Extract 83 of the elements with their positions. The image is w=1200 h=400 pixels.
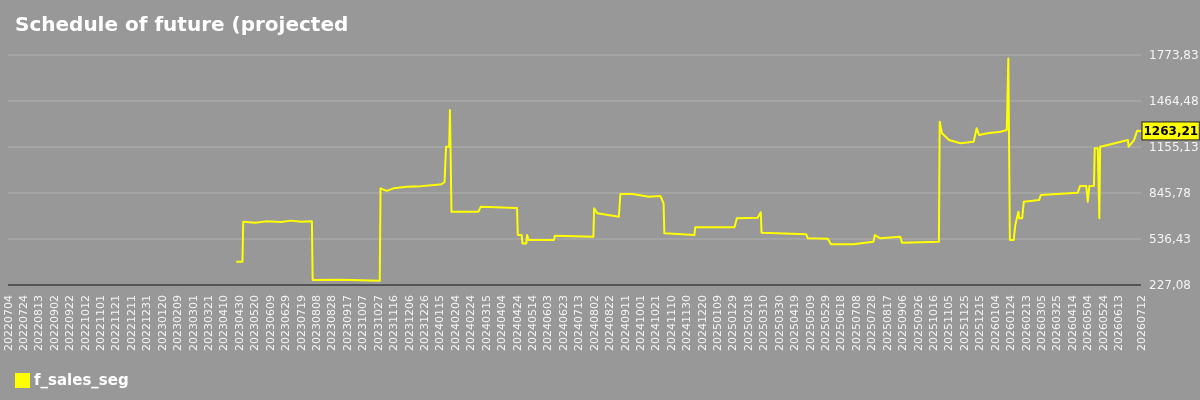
x-tick-label: 20240115 xyxy=(433,295,447,351)
x-tick-label: 20251016 xyxy=(927,295,941,351)
x-tick-label: 20250618 xyxy=(834,295,848,351)
x-tick-label: 20230719 xyxy=(294,295,308,351)
x-tick-label: 20241130 xyxy=(680,295,694,351)
x-tick-label: 20231226 xyxy=(417,295,431,351)
x-tick-label: 20230828 xyxy=(325,295,339,351)
x-tick-label: 20250129 xyxy=(726,295,740,351)
x-tick-label: 20250419 xyxy=(788,295,802,351)
x-tick-label: 20221211 xyxy=(124,295,138,351)
x-tick-label: 20240802 xyxy=(587,295,601,351)
x-tick-label: 20260124 xyxy=(1004,295,1018,351)
x-tick-label: 20221012 xyxy=(78,295,92,351)
x-tick-label: 20230410 xyxy=(217,295,231,351)
x-tick-label: 20250728 xyxy=(865,295,879,351)
x-tick-label: 20241220 xyxy=(695,295,709,351)
x-tick-label: 20250906 xyxy=(896,295,910,351)
x-tick-label: 20220813 xyxy=(32,295,46,351)
x-tick-label: 20251215 xyxy=(973,295,987,351)
x-tick-label: 20240224 xyxy=(464,295,478,351)
x-tick-label: 20230301 xyxy=(186,295,200,351)
x-tick-label: 20250310 xyxy=(757,295,771,351)
x-tick-label: 20250509 xyxy=(803,295,817,351)
x-tick-label: 20220902 xyxy=(47,295,61,351)
x-tick-label: 20260504 xyxy=(1081,295,1095,351)
y-tick-label: 1773,83 xyxy=(1149,48,1199,63)
x-tick-label: 20231116 xyxy=(387,295,401,351)
x-tick-label: 20220922 xyxy=(63,295,77,351)
x-tick-label: 20240424 xyxy=(510,295,524,351)
data-label: 1263,21 xyxy=(1143,123,1199,138)
x-tick-label: 20260104 xyxy=(988,295,1002,351)
x-tick-label: 20230520 xyxy=(248,295,262,351)
x-tick-label: 20240204 xyxy=(448,295,462,351)
x-tick-label: 20240822 xyxy=(603,295,617,351)
x-tick-label: 20260325 xyxy=(1050,295,1064,351)
legend-label: f_sales_seg xyxy=(34,371,129,389)
x-tick-label: 20231007 xyxy=(356,295,370,351)
x-tick-label: 20260712 xyxy=(1134,295,1148,351)
x-tick-label: 20260414 xyxy=(1065,295,1079,351)
x-tick-label: 20221231 xyxy=(140,295,154,351)
x-tick-label: 20250708 xyxy=(849,295,863,351)
x-tick-label: 20250926 xyxy=(911,295,925,351)
y-tick-label: 536,43 xyxy=(1149,232,1191,247)
y-tick-label: 845,78 xyxy=(1149,186,1191,201)
x-tick-label: 20221101 xyxy=(94,295,108,351)
x-tick-label: 20240514 xyxy=(525,295,539,351)
x-tick-label: 20250218 xyxy=(741,295,755,351)
x-tick-label: 20230629 xyxy=(279,295,293,351)
chart-title: Schedule of future (projected xyxy=(15,12,349,36)
x-tick-label: 20241001 xyxy=(633,295,647,351)
x-tick-label: 20250529 xyxy=(819,295,833,351)
x-tick-label: 20251105 xyxy=(942,295,956,351)
x-tick-label: 20231027 xyxy=(371,295,385,351)
y-tick-label: 227,08 xyxy=(1149,278,1191,293)
x-tick-label: 20251125 xyxy=(957,295,971,351)
x-tick-label: 20230321 xyxy=(202,295,216,351)
x-tick-label: 20231206 xyxy=(402,295,416,351)
x-tick-label: 20250330 xyxy=(772,295,786,351)
x-tick-label: 20220724 xyxy=(16,295,30,351)
x-tick-label: 20230209 xyxy=(171,295,185,351)
x-tick-label: 20240315 xyxy=(479,295,493,351)
x-tick-label: 20220704 xyxy=(1,295,15,351)
x-tick-label: 20240404 xyxy=(495,295,509,351)
y-tick-label: 1155,13 xyxy=(1149,140,1199,155)
x-tick-label: 20240603 xyxy=(541,295,555,351)
x-tick-label: 20230120 xyxy=(155,295,169,351)
x-tick-label: 20221121 xyxy=(109,295,123,351)
x-tick-label: 20260613 xyxy=(1112,295,1126,351)
x-tick-label: 20230917 xyxy=(340,295,354,351)
x-tick-label: 20260305 xyxy=(1035,295,1049,351)
x-tick-label: 20241110 xyxy=(664,295,678,351)
x-tick-label: 20230808 xyxy=(310,295,324,351)
x-tick-label: 20260524 xyxy=(1096,295,1110,351)
y-tick-label: 1464,48 xyxy=(1149,94,1199,109)
x-tick-label: 20250817 xyxy=(880,295,894,351)
x-tick-label: 20240911 xyxy=(618,295,632,351)
x-tick-label: 20230430 xyxy=(232,295,246,351)
x-tick-label: 20241021 xyxy=(649,295,663,351)
x-tick-label: 20250109 xyxy=(711,295,725,351)
x-tick-label: 20240713 xyxy=(572,295,586,351)
x-tick-label: 20260213 xyxy=(1019,295,1033,351)
x-tick-label: 20230609 xyxy=(263,295,277,351)
x-tick-label: 20240623 xyxy=(556,295,570,351)
